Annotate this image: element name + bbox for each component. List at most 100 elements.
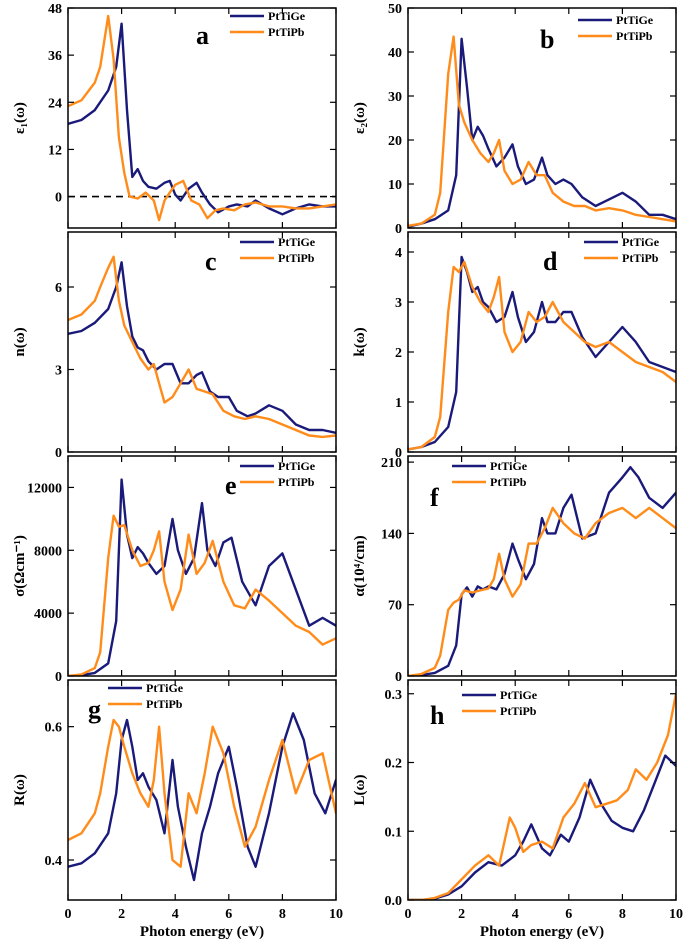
y-tick-label: 0.1 — [385, 825, 403, 840]
legend-label-pttipb: PtTiPb — [622, 251, 659, 265]
y-axis-label: L(ω) — [352, 775, 368, 806]
y-tick-label: 140 — [381, 527, 402, 542]
panel-letter: c — [205, 247, 217, 276]
series-line-pttipb-a — [68, 14, 336, 222]
x-tick-label: 6 — [225, 907, 232, 922]
y-axis-label: k(ω) — [352, 327, 368, 356]
legend: PtTiGe PtTiPb — [108, 681, 184, 711]
plot-frame-g — [67, 679, 337, 901]
y-tick-label: 12 — [48, 143, 62, 158]
series-line-pttipb-e — [68, 514, 336, 676]
series-line-pttipb-h — [408, 692, 676, 900]
y-tick-label: 0.4 — [45, 854, 63, 869]
legend: PtTiGe PtTiPb — [578, 13, 654, 43]
series-line-pttipb-f — [408, 506, 676, 676]
y-tick-label: 0 — [395, 670, 402, 685]
plot-frame-a — [67, 7, 337, 229]
legend-label-pttipb: PtTiPb — [490, 475, 527, 489]
panel-letter: g — [88, 695, 101, 724]
x-axis-label: Photon energy (eV) — [140, 924, 264, 940]
legend-label-pttige: PtTiGe — [278, 459, 316, 473]
legend-label-pttige: PtTiGe — [278, 235, 316, 249]
panel-e: 0 4000 8000 12000 σ(Ωcm⁻¹) e PtTiGe PtTiPb — [12, 455, 337, 685]
legend-label-pttige: PtTiGe — [490, 459, 528, 473]
x-tick-label: 6 — [565, 907, 572, 922]
y-tick-label: 0.6 — [45, 721, 63, 736]
y-axis-label: n(ω) — [12, 327, 28, 356]
legend: PtTiGe PtTiPb — [240, 459, 316, 489]
panel-letter: e — [225, 471, 237, 500]
panel-d: 0 1 2 3 4 k(ω) d PtTiGe PtTiPb — [352, 231, 677, 461]
legend-label-pttipb: PtTiPb — [278, 475, 315, 489]
y-tick-label: 36 — [48, 49, 62, 64]
legend-label-pttige: PtTiGe — [146, 681, 184, 695]
y-tick-label: 12000 — [27, 481, 62, 496]
x-tick-label: 0 — [405, 907, 412, 922]
panel-a: 0 12 24 36 48 ε₁(ω) a PtTiGe PtTiPb — [12, 2, 337, 229]
x-tick-label: 2 — [458, 907, 465, 922]
legend: PtTiGe PtTiPb — [584, 235, 660, 265]
plot-frame-b — [407, 7, 677, 229]
legend-label-pttige: PtTiGe — [622, 235, 660, 249]
series-line-pttipb-g — [68, 718, 336, 868]
series-line-pttige-d — [408, 255, 676, 451]
series-line-pttige-h — [408, 754, 676, 900]
legend-label-pttige: PtTiGe — [616, 13, 654, 27]
y-tick-label: 4 — [395, 246, 402, 261]
panel-b: 0 10 20 30 40 50 ε₂(ω) b PtTiGe PtTiPb — [352, 2, 677, 237]
legend-label-pttige: PtTiGe — [500, 688, 538, 702]
series-line-pttige-c — [68, 261, 336, 434]
panel-letter: f — [430, 483, 439, 512]
legend-label-pttipb: PtTiPb — [278, 251, 315, 265]
y-tick-label: 0 — [55, 446, 62, 461]
series-line-pttige-f — [408, 466, 676, 676]
legend: PtTiGe PtTiPb — [230, 9, 306, 39]
y-tick-label: 3 — [395, 296, 402, 311]
series-line-pttipb-d — [408, 260, 676, 451]
series-line-pttige-e — [68, 478, 336, 676]
y-tick-label: 210 — [381, 456, 402, 471]
y-tick-label: 0 — [55, 670, 62, 685]
panel-c: 0 3 6 n(ω) c PtTiGe PtTiPb — [12, 231, 337, 461]
panel-letter: b — [540, 25, 554, 54]
y-tick-label: 3 — [55, 364, 62, 379]
y-axis-label: ε₁(ω) — [12, 102, 28, 134]
x-axis-label: Photon energy (eV) — [480, 924, 604, 940]
y-tick-label: 4000 — [34, 607, 62, 622]
x-tick-label: 2 — [118, 907, 125, 922]
y-tick-label: 1 — [395, 396, 402, 411]
y-tick-label: 24 — [48, 96, 62, 111]
x-tick-label: 10 — [329, 907, 343, 922]
series-line-pttipb-c — [68, 255, 336, 439]
y-axis-label: σ(Ωcm⁻¹) — [12, 535, 28, 597]
panel-h: 0.0 0.1 0.2 0.3 0 2 4 6 8 10 Photon energy (eV) L(ω… — [352, 679, 683, 940]
series-line-pttige-a — [68, 22, 336, 216]
legend: PtTiGe PtTiPb — [462, 688, 538, 718]
y-tick-label: 0 — [395, 446, 402, 461]
plot-frame-e — [67, 455, 337, 677]
y-axis-label: α(10⁴/cm) — [352, 535, 368, 596]
plot-frame-h — [407, 679, 677, 901]
y-tick-label: 20 — [388, 134, 402, 149]
legend: PtTiGe PtTiPb — [240, 235, 316, 265]
y-tick-label: 40 — [388, 46, 402, 61]
series-line-pttige-g — [68, 712, 336, 882]
y-tick-label: 0 — [55, 191, 62, 206]
y-tick-label: 0.0 — [385, 894, 403, 909]
x-tick-label: 0 — [65, 907, 72, 922]
y-tick-label: 70 — [388, 599, 402, 614]
x-tick-label: 8 — [279, 907, 286, 922]
y-tick-label: 0.2 — [385, 757, 403, 772]
y-tick-label: 2 — [395, 346, 402, 361]
x-tick-label: 4 — [172, 907, 179, 922]
legend-label-pttige: PtTiGe — [268, 9, 306, 23]
y-tick-label: 8000 — [34, 544, 62, 559]
y-tick-label: 0 — [395, 222, 402, 237]
plot-frame-d — [407, 231, 677, 453]
plot-frame-f — [407, 455, 677, 677]
panel-letter: h — [430, 701, 445, 730]
y-tick-label: 50 — [388, 2, 402, 17]
y-axis-label: R(ω) — [12, 774, 28, 806]
